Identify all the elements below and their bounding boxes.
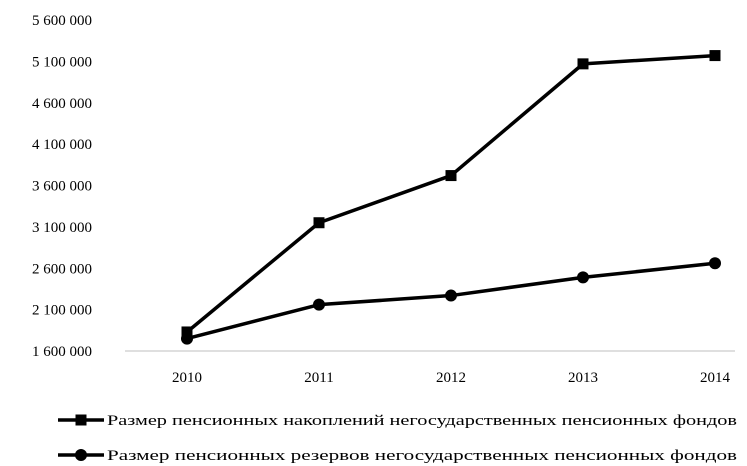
data-point-circle (577, 271, 589, 284)
data-point-circle (313, 298, 325, 311)
y-tick-label: 5 100 000 (32, 54, 92, 70)
y-tick-label: 3 600 000 (32, 179, 92, 195)
y-axis: 1 600 000 2 100 000 2 600 000 3 100 000 3 60… (32, 13, 92, 360)
legend-label-2: Размер пенсионных резервов негосударстве… (107, 448, 737, 464)
y-tick-label: 4 600 000 (32, 96, 92, 112)
y-tick-label: 5 600 000 (32, 13, 92, 29)
data-point-square (313, 217, 325, 229)
x-tick-label: 2014 (700, 370, 731, 386)
x-axis: 2010 2011 2012 2013 2014 (125, 350, 735, 386)
data-point-square (445, 170, 457, 182)
data-point-circle (181, 332, 193, 345)
y-tick-label: 2 600 000 (32, 261, 92, 277)
y-tick-label: 2 100 000 (32, 303, 92, 319)
x-tick-label: 2012 (436, 370, 466, 386)
data-point-square (709, 50, 721, 62)
y-tick-label: 4 100 000 (32, 137, 92, 153)
data-point-square (181, 326, 193, 338)
data-point-square (577, 58, 589, 70)
y-tick-label: 1 600 000 (32, 344, 92, 360)
series-layer (181, 50, 721, 345)
y-tick-label: 3 100 000 (32, 220, 92, 236)
x-tick-label: 2013 (568, 370, 598, 386)
legend: Размер пенсионных накоплений негосударст… (58, 413, 737, 464)
legend-marker-square (75, 414, 87, 426)
data-point-circle (445, 289, 457, 302)
legend-label-1: Размер пенсионных накоплений негосударст… (107, 413, 737, 429)
x-tick-label: 2011 (304, 370, 333, 386)
x-tick-label: 2010 (172, 370, 202, 386)
data-point-circle (709, 257, 721, 270)
legend-marker-circle (75, 449, 87, 461)
